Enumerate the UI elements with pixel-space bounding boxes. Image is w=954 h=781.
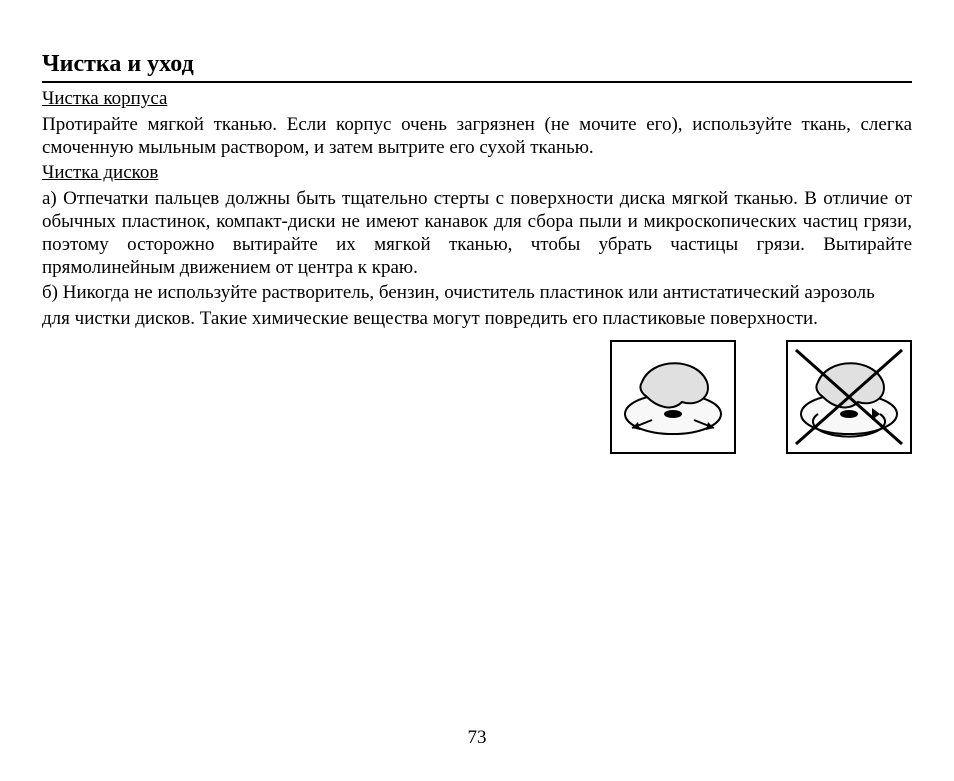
disc-wipe-incorrect-icon	[788, 342, 910, 452]
title-rule	[42, 81, 912, 83]
section-heading-cabinet: Чистка корпуса	[42, 87, 912, 111]
section-heading-discs: Чистка дисков	[42, 161, 912, 185]
page-title: Чистка и уход	[42, 50, 912, 79]
page: Чистка и уход Чистка корпуса Протирайте …	[0, 0, 954, 781]
figure-incorrect-wipe	[786, 340, 912, 454]
paragraph-cabinet: Протирайте мягкой тканью. Если корпус оч…	[42, 113, 912, 159]
paragraph-discs-a: а) Отпечатки пальцев должны быть тщатель…	[42, 187, 912, 280]
disc-wipe-correct-icon	[612, 342, 734, 452]
paragraph-discs-b1: б) Никогда не используйте растворитель, …	[42, 281, 912, 304]
figures-row	[610, 340, 912, 454]
paragraph-discs-b2: для чистки дисков. Такие химические веще…	[42, 307, 912, 330]
figure-correct-wipe	[610, 340, 736, 454]
page-number: 73	[0, 727, 954, 749]
